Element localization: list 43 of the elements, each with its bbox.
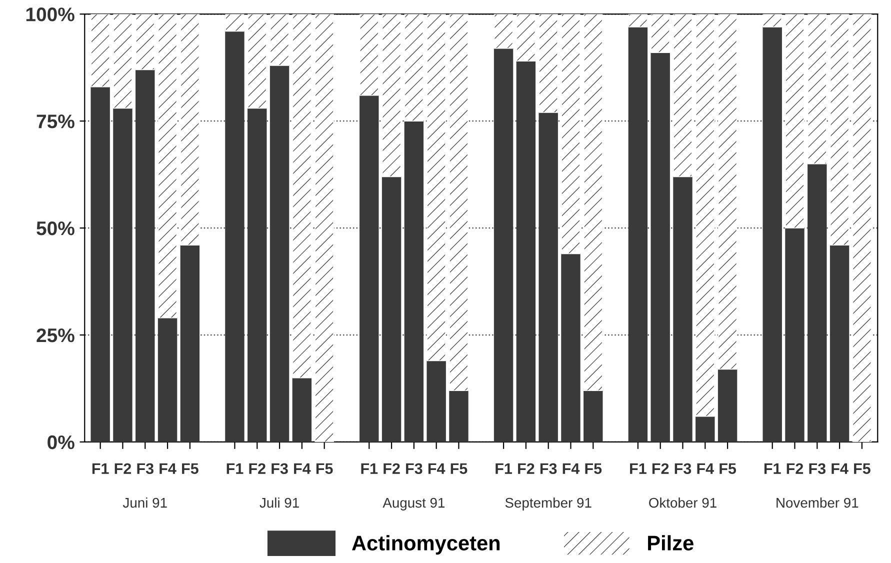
y-tick-label: 25% xyxy=(36,328,74,342)
x-tick-label: F1 xyxy=(361,463,378,474)
text: Oktober 91 xyxy=(649,498,716,508)
text: September 91 xyxy=(505,498,592,510)
x-tick-label: F2 xyxy=(518,463,534,474)
x-tick-label: F4 xyxy=(697,463,714,474)
x-tick-label: F3 xyxy=(674,463,692,474)
y-tick-label: 0% xyxy=(48,435,74,450)
x-tick-label: F3 xyxy=(272,463,288,474)
x-tick-label: F5 xyxy=(450,463,468,474)
x-tick-label: F3 xyxy=(137,463,154,474)
x-tick-label: F1 xyxy=(92,463,109,474)
x-tick-label: F3 xyxy=(809,463,826,474)
y-tick-label: 50% xyxy=(36,221,74,236)
x-tick-label: F1 xyxy=(496,463,512,474)
x-tick-label: F4 xyxy=(428,463,446,474)
text: November 91 xyxy=(776,498,858,508)
x-tick-label: F2 xyxy=(786,463,804,474)
x-tick-label: F1 xyxy=(764,463,781,474)
x-tick-label: F2 xyxy=(384,463,400,474)
x-tick-label: F5 xyxy=(182,463,198,474)
x-tick-label: F5 xyxy=(316,463,333,474)
x-tick-label: F3 xyxy=(406,463,422,474)
y-tick-label: 75% xyxy=(36,114,74,128)
text: Juni 91 xyxy=(122,498,167,508)
x-tick-label: F2 xyxy=(249,463,266,474)
y-tick-label: 100% xyxy=(26,8,74,22)
x-tick-label: F1 xyxy=(630,463,646,474)
legend-label: Actinomyceten xyxy=(352,535,500,555)
x-tick-label: F4 xyxy=(160,463,176,474)
text: Juli 91 xyxy=(260,498,299,508)
x-tick-label: F5 xyxy=(720,463,736,474)
x-tick-label: F2 xyxy=(652,463,669,474)
x-tick-label: F3 xyxy=(540,463,557,474)
legend-label: Pilze xyxy=(648,535,694,550)
x-tick-label: F5 xyxy=(854,463,870,474)
x-tick-label: F1 xyxy=(226,463,244,474)
x-tick-label: F4 xyxy=(294,463,311,474)
text: August 91 xyxy=(382,498,445,510)
x-tick-label: F4 xyxy=(832,463,848,474)
x-tick-label: F5 xyxy=(585,463,602,474)
x-tick-label: F2 xyxy=(114,463,132,474)
x-tick-label: F4 xyxy=(562,463,580,474)
